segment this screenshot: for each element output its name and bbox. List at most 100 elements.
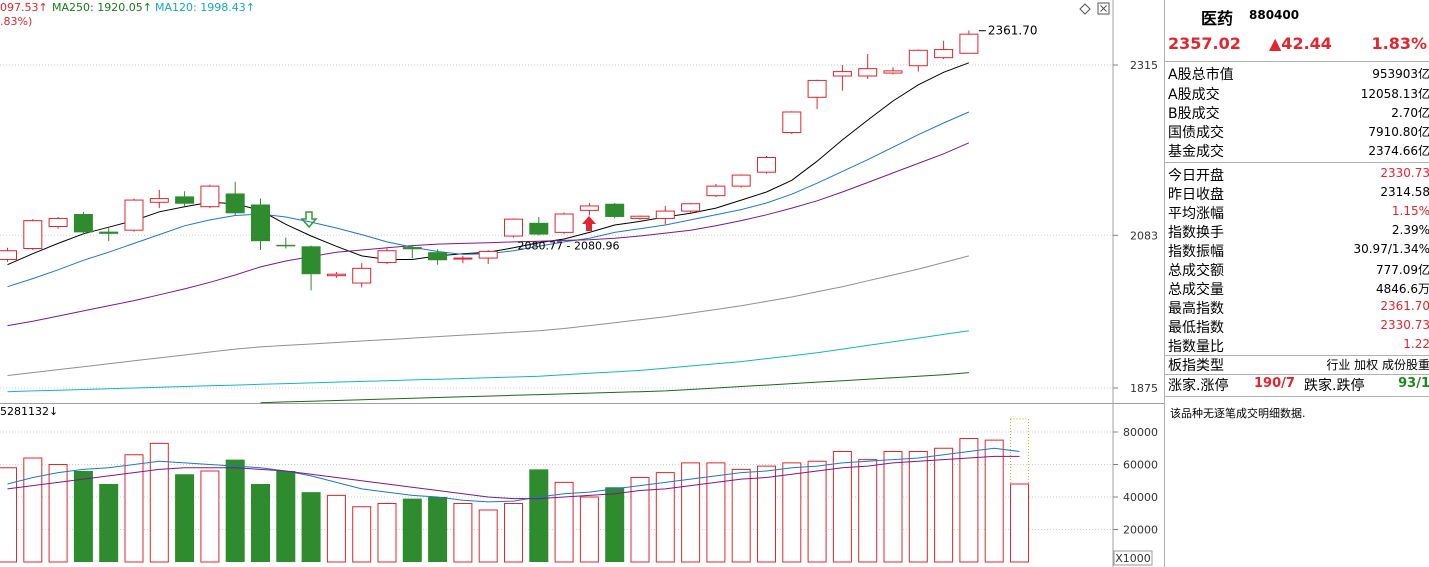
volume-bar-up[interactable] xyxy=(0,467,17,563)
volume-bar-down[interactable] xyxy=(402,498,422,562)
candle-up[interactable] xyxy=(200,185,220,208)
volume-bar-up[interactable] xyxy=(504,503,523,563)
candle-down[interactable] xyxy=(175,196,195,204)
volume-bar-down[interactable] xyxy=(225,459,245,562)
volume-bar-down[interactable] xyxy=(605,487,625,562)
volume-bar-up[interactable] xyxy=(124,454,144,563)
volume-bar-up[interactable] xyxy=(377,503,397,563)
candle-up[interactable] xyxy=(124,199,144,231)
candle-up[interactable] xyxy=(883,70,903,74)
volume-bar-up[interactable] xyxy=(832,451,852,563)
volume-bar-up[interactable] xyxy=(782,462,802,563)
volume-bar-up[interactable] xyxy=(630,477,650,563)
diamond-icon[interactable] xyxy=(1079,3,1091,15)
candle-down[interactable] xyxy=(428,252,448,261)
stat-value: 2330.73 xyxy=(1380,318,1429,332)
candle-up[interactable] xyxy=(858,68,878,77)
range-label: 2080.77 - 2080.96 xyxy=(518,239,620,252)
candle-down[interactable] xyxy=(73,214,93,233)
candle-up[interactable] xyxy=(352,267,372,284)
volume-legend: 5281132↓ xyxy=(0,405,58,418)
candle-up[interactable] xyxy=(832,71,852,77)
volume-bar-down[interactable] xyxy=(99,484,119,562)
price-tick-label: 1875 xyxy=(1130,382,1158,395)
volume-bar-up[interactable] xyxy=(807,460,827,563)
candle-up[interactable] xyxy=(48,217,68,228)
candle-up[interactable] xyxy=(959,33,979,54)
volume-bar-up[interactable] xyxy=(655,472,675,563)
volume-bar-up[interactable] xyxy=(757,465,776,563)
divider xyxy=(1165,61,1429,62)
volume-bar-up[interactable] xyxy=(1010,483,1029,563)
volume-bar-up[interactable] xyxy=(706,462,726,563)
candle-up[interactable] xyxy=(731,174,751,187)
candle-up[interactable] xyxy=(706,185,726,197)
volume-bar-down[interactable] xyxy=(175,474,195,562)
volume-tick-label: 20000 xyxy=(1123,524,1158,537)
candle-up[interactable] xyxy=(807,79,827,98)
stat-label: 最高指数 xyxy=(1168,301,1224,317)
volume-bar-up[interactable] xyxy=(326,494,346,563)
volume-bar-down[interactable] xyxy=(529,469,549,562)
volume-bar-up[interactable] xyxy=(984,439,1004,563)
volume-bar-down[interactable] xyxy=(428,497,448,562)
candle-down[interactable] xyxy=(276,244,296,247)
candle-down[interactable] xyxy=(99,231,119,234)
divider xyxy=(1165,355,1429,356)
stat-label: 今日开盘 xyxy=(1168,168,1224,184)
volume-bar-up[interactable] xyxy=(681,462,701,563)
candle-down[interactable] xyxy=(605,203,625,217)
volume-bar-up[interactable] xyxy=(858,459,878,563)
volume-bar-up[interactable] xyxy=(48,464,68,563)
candle-up[interactable] xyxy=(655,210,675,219)
candle-up[interactable] xyxy=(630,215,650,219)
chart-svg[interactable]: 2315 2083 1875 2361.70 2080.77 - 2080.96 097.… xyxy=(0,0,1164,567)
candle-up[interactable] xyxy=(757,156,776,173)
volume-bar-up[interactable] xyxy=(478,509,498,563)
candle-up[interactable] xyxy=(149,198,169,203)
candle-up[interactable] xyxy=(554,213,574,233)
candle-up[interactable] xyxy=(0,250,17,261)
candle-up[interactable] xyxy=(453,257,473,260)
candle-up[interactable] xyxy=(478,250,498,259)
volume-bar-down[interactable] xyxy=(73,471,93,562)
stat-label: A股成交 xyxy=(1168,87,1220,103)
kline-chart[interactable]: 2315 2083 1875 2361.70 2080.77 - 2080.96 097.… xyxy=(0,0,1164,567)
stat-row: 平均涨幅 1.15% xyxy=(1168,203,1429,222)
volume-bar-up[interactable] xyxy=(883,451,903,563)
candle-up[interactable] xyxy=(934,49,954,59)
candle-up[interactable] xyxy=(681,203,701,212)
candle-up[interactable] xyxy=(23,220,43,250)
stat-label: 基金成交 xyxy=(1168,144,1224,160)
stat-row: A股成交 12058.13亿 xyxy=(1168,84,1429,103)
volume-bar-down[interactable] xyxy=(251,484,270,562)
volume-bar-up[interactable] xyxy=(453,503,473,563)
ma-line-ma120 xyxy=(7,330,969,393)
volume-bar-up[interactable] xyxy=(23,457,43,563)
candle-down[interactable] xyxy=(529,222,549,235)
volume-bar-up[interactable] xyxy=(579,496,599,563)
candle-up[interactable] xyxy=(579,205,599,211)
down-count-label: 跌家.跌停 xyxy=(1304,378,1365,394)
candle-up[interactable] xyxy=(782,111,802,134)
candle-down[interactable] xyxy=(225,193,245,214)
volume-bar-up[interactable] xyxy=(149,442,169,563)
volume-bar-up[interactable] xyxy=(731,468,751,563)
volume-bar-down[interactable] xyxy=(276,471,296,562)
candle-down[interactable] xyxy=(301,246,321,275)
volume-bar-up[interactable] xyxy=(200,470,220,563)
volume-bar-up[interactable] xyxy=(959,438,979,563)
candle-up[interactable] xyxy=(377,250,397,263)
candle-down[interactable] xyxy=(251,204,270,242)
volume-bar-up[interactable] xyxy=(352,506,372,563)
candle-down[interactable] xyxy=(402,247,422,250)
close-box-icon[interactable] xyxy=(1097,2,1110,15)
volume-bar-up[interactable] xyxy=(934,447,954,563)
volume-bar-up[interactable] xyxy=(908,451,928,563)
volume-bar-down[interactable] xyxy=(301,492,321,562)
close-x-icon[interactable] xyxy=(1100,5,1107,12)
candle-up[interactable] xyxy=(504,218,523,237)
candle-up[interactable] xyxy=(326,273,346,277)
volume-bar-up[interactable] xyxy=(554,481,574,563)
candle-up[interactable] xyxy=(908,49,928,67)
